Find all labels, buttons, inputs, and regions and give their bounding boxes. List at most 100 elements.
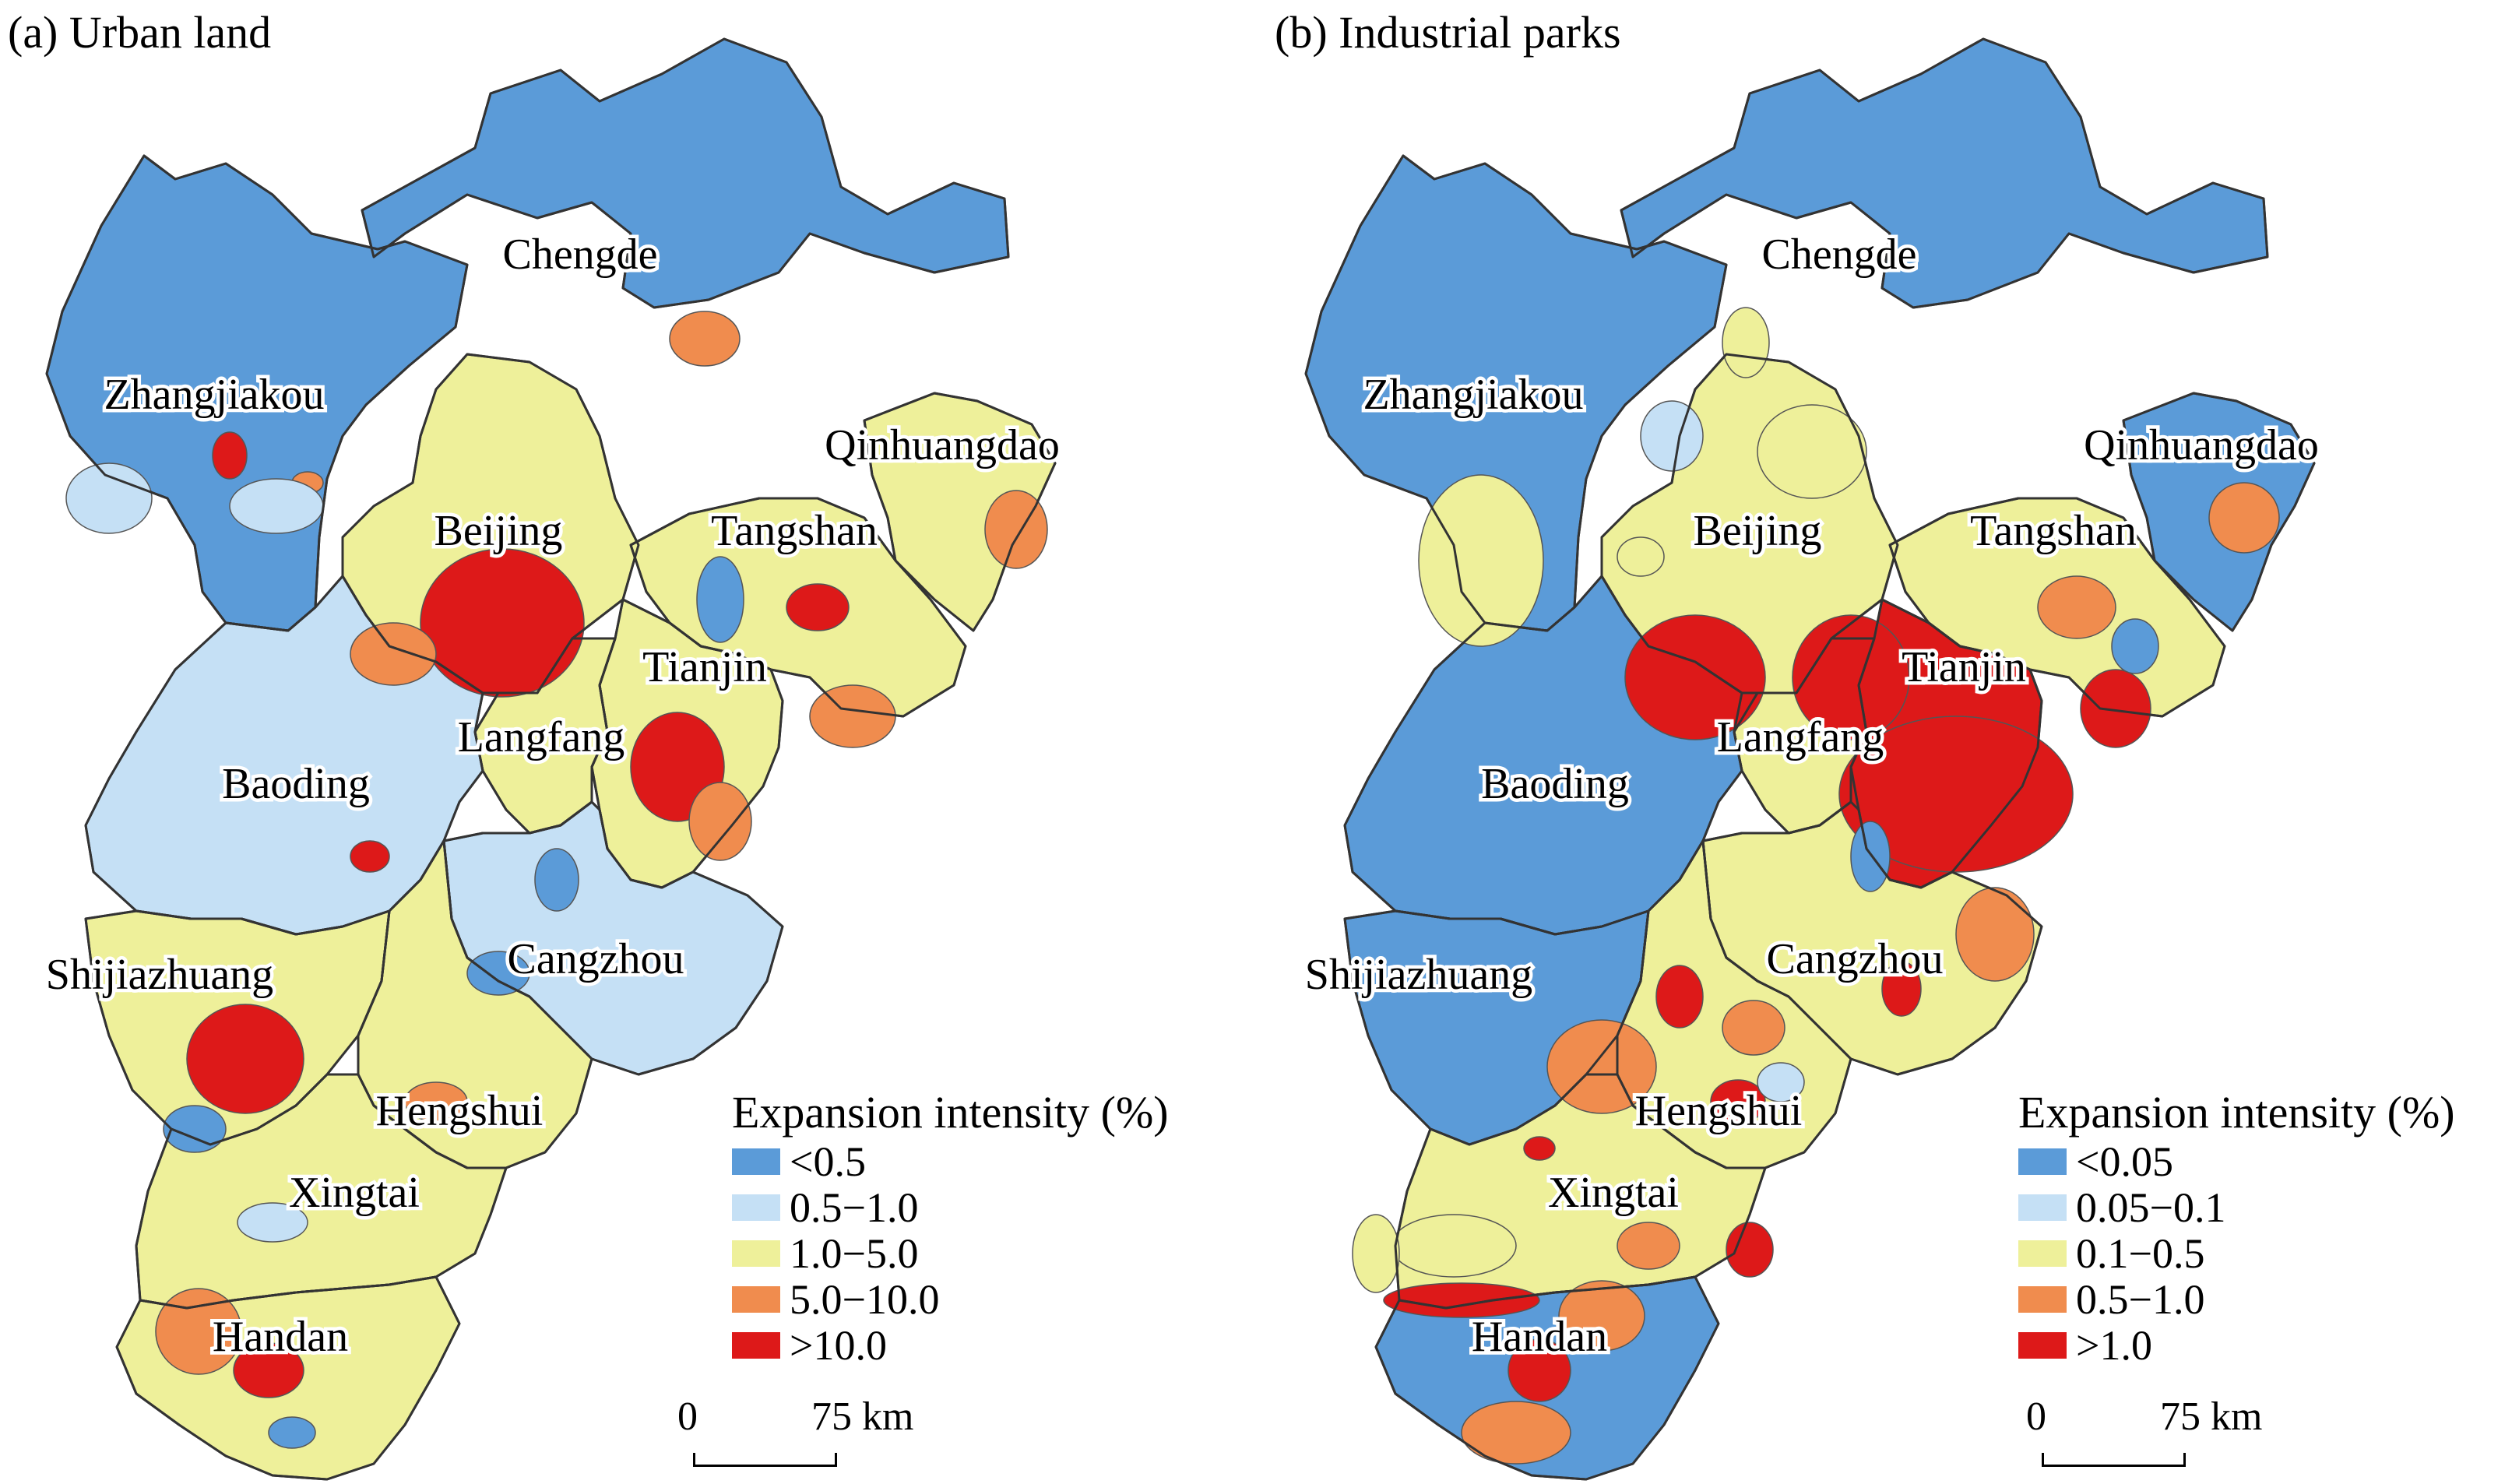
county-patch bbox=[1655, 965, 1704, 1029]
legend-swatch bbox=[2018, 1194, 2067, 1221]
city-label-xingtai: Xingtai bbox=[289, 1169, 420, 1217]
county-patch bbox=[1722, 1000, 1785, 1056]
county-patch bbox=[1418, 474, 1544, 647]
legend-item: >1.0 bbox=[2018, 1322, 2455, 1369]
border-shijiazhuang bbox=[84, 909, 391, 1146]
border-chengde bbox=[361, 37, 1010, 309]
county-patch bbox=[1508, 1338, 1571, 1402]
county-patch bbox=[1617, 1222, 1680, 1270]
city-label-chengde: Chengde bbox=[502, 230, 657, 279]
legend-swatch bbox=[2018, 1148, 2067, 1175]
county-patch bbox=[1792, 614, 1910, 740]
city-label-tianjin: Tianjin bbox=[1902, 643, 2026, 691]
legend-label: 5.0−10.0 bbox=[790, 1275, 940, 1323]
county-patch bbox=[1461, 1401, 1571, 1465]
county-patch bbox=[786, 583, 850, 631]
border-langfang bbox=[473, 637, 617, 835]
county-patches bbox=[65, 311, 1048, 1449]
legend-swatch bbox=[732, 1194, 780, 1221]
scale-bar: 0 75 km bbox=[2026, 1394, 2275, 1479]
county-patch bbox=[1726, 1222, 1774, 1278]
county-patch bbox=[1352, 1214, 1400, 1293]
county-patch bbox=[212, 431, 248, 480]
city-label-handan: Handan bbox=[1472, 1313, 1607, 1361]
panel-industrial-parks: Chengde Zhangjiakou Qinhuangdao Beijing Tang… bbox=[1259, 0, 2519, 1484]
city-label-baoding: Baoding bbox=[222, 760, 370, 808]
city-labels: Chengde Zhangjiakou Qinhuangdao Beijing Tang… bbox=[42, 227, 1063, 1365]
legend-label: 0.05−0.1 bbox=[2076, 1183, 2226, 1231]
legend-label: 0.5−1.0 bbox=[2076, 1275, 2205, 1323]
border-qinhuangdao bbox=[863, 392, 1057, 632]
panel-title: (b) Industrial parks bbox=[1275, 7, 1621, 58]
legend-title: Expansion intensity (%) bbox=[732, 1087, 1169, 1138]
legend-swatch bbox=[2018, 1331, 2067, 1359]
county-patch bbox=[163, 1105, 227, 1153]
county-patch bbox=[350, 840, 390, 873]
legend-item: 0.5−1.0 bbox=[732, 1183, 1169, 1231]
legend-swatch bbox=[732, 1285, 780, 1313]
legend-label: >10.0 bbox=[790, 1321, 887, 1369]
county-patch bbox=[809, 684, 896, 748]
legend-item: 0.1−0.5 bbox=[2018, 1230, 2455, 1277]
county-patch bbox=[696, 556, 744, 643]
county-patch bbox=[1850, 821, 1891, 892]
county-patch bbox=[669, 311, 741, 367]
legend: Expansion intensity (%) <0.5 0.5−1.0 1.0… bbox=[732, 1086, 1169, 1369]
county-patch bbox=[534, 848, 579, 912]
legend-item: 0.5−1.0 bbox=[2018, 1275, 2455, 1323]
urban-land-map: Chengde Zhangjiakou Qinhuangdao Beijing Tang… bbox=[42, 37, 1063, 1481]
county-patch bbox=[466, 951, 530, 996]
city-label-beijing: Beijing bbox=[434, 507, 563, 555]
border-handan bbox=[115, 1275, 461, 1481]
legend-item: 1.0−5.0 bbox=[732, 1229, 1169, 1277]
scale-zero-label: 0 bbox=[2026, 1394, 2046, 1439]
city-label-hengshui: Hengshui bbox=[1635, 1087, 1803, 1135]
city-label-cangzhou: Cangzhou bbox=[507, 935, 684, 983]
county-patch bbox=[984, 490, 1048, 569]
city-label-baoding: Baoding bbox=[1481, 760, 1629, 808]
city-label-qinhuangdao: Qinhuangdao bbox=[825, 421, 1060, 469]
county-patch bbox=[1546, 1019, 1657, 1114]
city-label-chengde: Chengde bbox=[1761, 230, 1916, 279]
legend-item: >10.0 bbox=[732, 1321, 1169, 1369]
border-qinhuangdao bbox=[2122, 392, 2316, 632]
border-zhangjiakou bbox=[1304, 154, 1728, 632]
legend-swatch bbox=[2018, 1285, 2067, 1313]
city-borders bbox=[1304, 37, 2316, 1481]
city-label-cangzhou: Cangzhou bbox=[1766, 935, 1943, 983]
county-patch bbox=[2037, 575, 2116, 639]
scale-line bbox=[693, 1453, 837, 1467]
city-label-tangshan: Tangshan bbox=[711, 507, 878, 555]
panel-title: (a) Urban land bbox=[8, 7, 272, 58]
panel-urban-land: Chengde Zhangjiakou Qinhuangdao Beijing Tang… bbox=[0, 0, 1259, 1484]
legend-label: 1.0−5.0 bbox=[790, 1229, 919, 1277]
county-patch bbox=[1617, 536, 1665, 577]
city-labels: Chengde Zhangjiakou Qinhuangdao Beijing Tang… bbox=[1301, 227, 2322, 1365]
city-label-zhangjiakou: Zhangjiakou bbox=[1363, 371, 1583, 419]
city-label-langfang: Langfang bbox=[1717, 713, 1884, 761]
county-patch bbox=[1757, 1062, 1805, 1102]
border-shijiazhuang bbox=[1343, 909, 1650, 1146]
city-label-xingtai: Xingtai bbox=[1548, 1169, 1679, 1217]
county-patch bbox=[688, 782, 752, 861]
legend-item: <0.05 bbox=[2018, 1138, 2455, 1185]
legend-label: 0.5−1.0 bbox=[790, 1183, 919, 1231]
county-patch bbox=[350, 622, 437, 686]
city-label-qinhuangdao: Qinhuangdao bbox=[2084, 421, 2319, 469]
city-label-tangshan: Tangshan bbox=[1970, 507, 2137, 555]
county-patch bbox=[1640, 400, 1704, 472]
city-label-shijiazhuang: Shijiazhuang bbox=[46, 951, 273, 999]
county-patch bbox=[1722, 307, 1770, 378]
city-label-hengshui: Hengshui bbox=[376, 1087, 544, 1135]
county-patch bbox=[1838, 716, 2074, 873]
legend-swatch bbox=[2018, 1240, 2067, 1267]
legend-label: <0.5 bbox=[790, 1138, 866, 1185]
border-chengde bbox=[1620, 37, 2269, 309]
county-patch bbox=[229, 478, 324, 534]
county-patches bbox=[1352, 307, 2280, 1465]
legend-swatch bbox=[732, 1331, 780, 1359]
legend-label: <0.05 bbox=[2076, 1138, 2173, 1185]
county-patch bbox=[237, 1202, 308, 1243]
county-patch bbox=[2111, 618, 2159, 674]
county-patch bbox=[2080, 669, 2151, 748]
